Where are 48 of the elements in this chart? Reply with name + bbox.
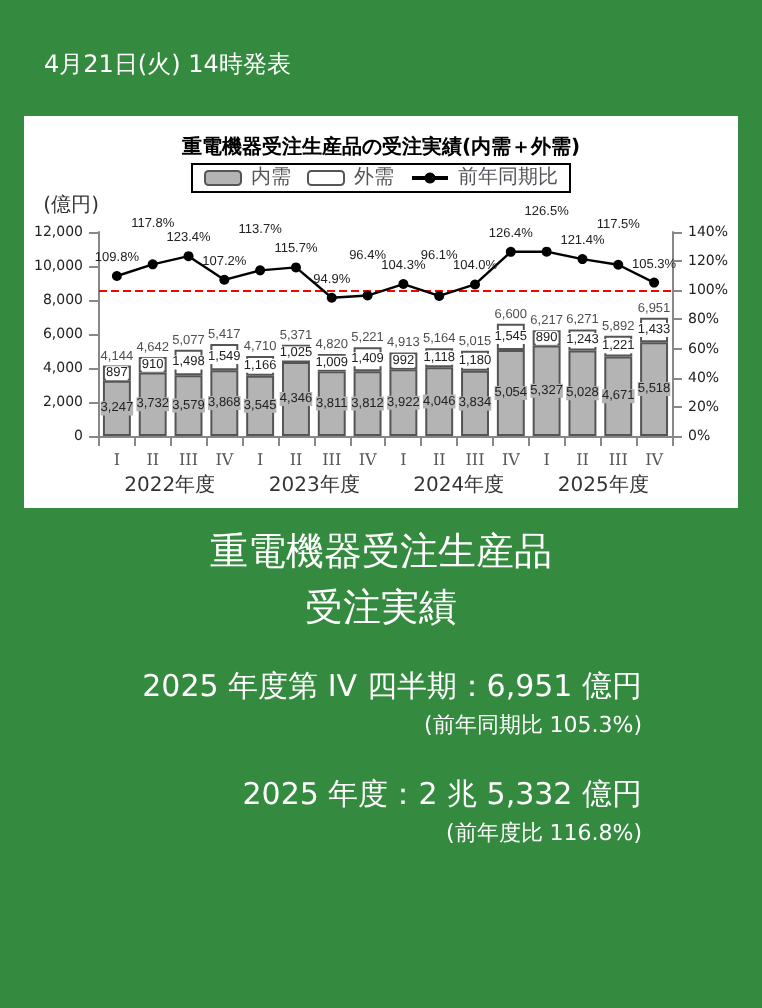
point	[183, 251, 194, 262]
text: 2025 年度：2 兆 5,332 億円	[240, 776, 642, 814]
x-tick-label: IV	[215, 451, 234, 469]
x-tick-label: II	[432, 451, 446, 469]
x-tick-label: I	[400, 451, 407, 469]
text: 重電機器受注生産品	[208, 528, 554, 578]
point	[613, 259, 624, 270]
x-tick-label: I	[256, 451, 264, 469]
text: 2024年度	[413, 473, 505, 497]
x-tick-label: IV	[358, 451, 377, 469]
point	[434, 290, 445, 301]
x-tick-label: III	[465, 451, 485, 469]
point	[255, 265, 266, 276]
x-tick-label: III	[322, 451, 342, 469]
point	[505, 246, 516, 257]
text: 2025 年度第 IV 四半期：6,951 億円	[142, 668, 642, 706]
text: 4月21日(火) 14時発表	[44, 48, 291, 82]
point	[398, 279, 409, 290]
legend-label: 外需	[354, 167, 394, 189]
text: 2025年度	[557, 473, 649, 497]
text: 受注実績	[303, 584, 459, 634]
text: 2022年度	[124, 473, 216, 497]
x-tick-label: IV	[645, 451, 664, 469]
point	[326, 292, 337, 303]
point	[577, 254, 588, 265]
y-axis-title: (億円)	[43, 193, 100, 217]
x-tick-label: II	[576, 451, 589, 469]
point	[111, 271, 122, 281]
point	[147, 259, 158, 270]
legend-label: 内需	[251, 165, 291, 189]
chart-title: 重電機器受注生産品の受注実績(内需＋外需)	[179, 135, 581, 159]
x-tick-label: II	[289, 451, 303, 469]
point	[541, 246, 552, 257]
text: (前年度比 116.8%)	[443, 818, 642, 848]
text: (前年同期比 105.3%)	[421, 710, 642, 740]
point	[649, 277, 660, 288]
x-tick-label: I	[113, 451, 121, 469]
point	[290, 262, 301, 273]
x-tick-label: I	[543, 451, 550, 469]
text: 2023年度	[268, 473, 360, 497]
x-tick-label: IV	[501, 451, 521, 469]
point	[219, 274, 230, 285]
x-tick-label: II	[146, 451, 160, 469]
x-tick-label: III	[608, 451, 628, 469]
legend-label: 前年同期比	[458, 165, 558, 189]
x-tick-label: III	[179, 451, 198, 469]
point	[362, 290, 373, 301]
point	[470, 279, 481, 290]
